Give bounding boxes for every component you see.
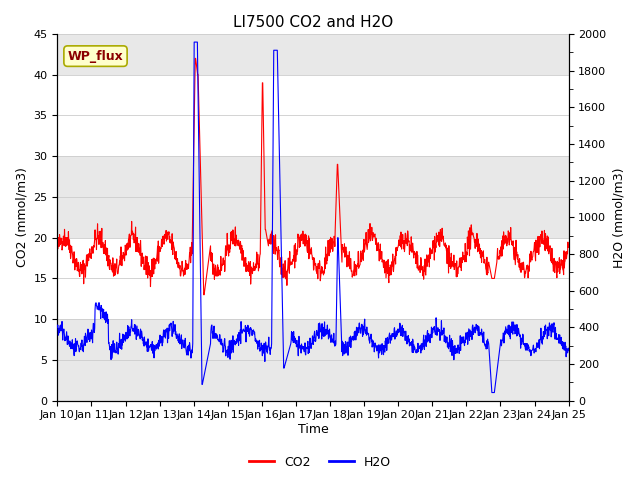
- X-axis label: Time: Time: [298, 423, 328, 436]
- Y-axis label: H2O (mmol/m3): H2O (mmol/m3): [612, 167, 625, 267]
- Bar: [58, 156, 568, 238]
- Legend: CO2, H2O: CO2, H2O: [244, 451, 396, 474]
- Text: WP_flux: WP_flux: [68, 49, 124, 62]
- Bar: [58, 34, 568, 75]
- Y-axis label: CO2 (mmol/m3): CO2 (mmol/m3): [15, 168, 28, 267]
- Bar: [58, 319, 568, 401]
- Title: LI7500 CO2 and H2O: LI7500 CO2 and H2O: [233, 15, 393, 30]
